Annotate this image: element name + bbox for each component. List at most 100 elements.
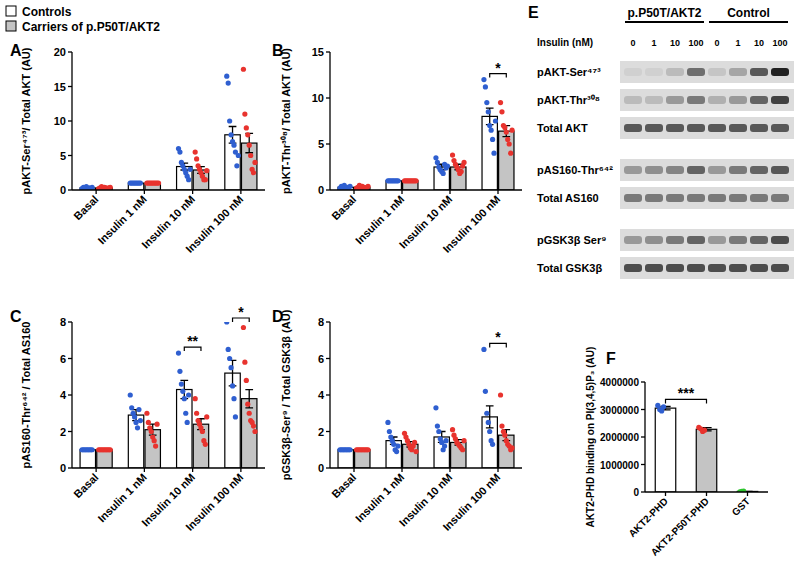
blot-band (729, 124, 747, 132)
data-point (248, 153, 253, 158)
y-tick-label: 2 (318, 426, 324, 438)
error-bar (229, 360, 237, 386)
x-tick-label: Basal (71, 471, 100, 500)
error-bar (486, 406, 494, 428)
blot-band (666, 194, 684, 202)
blot-band (708, 166, 726, 174)
data-point (445, 163, 450, 168)
data-point (459, 169, 464, 174)
x-tick-label: AKT2-PHD (626, 496, 670, 540)
significance-label: * (495, 329, 501, 345)
data-point (413, 178, 418, 183)
data-point (486, 109, 491, 114)
data-point (200, 429, 205, 434)
y-tick (68, 155, 72, 156)
data-point (505, 137, 510, 142)
x-tick (449, 468, 450, 472)
x-tick-label: Insulin 100 nM (183, 471, 245, 533)
row-label: pAKT-Thr³⁰⁸ (537, 94, 600, 106)
y-tick-label: 0 (60, 462, 66, 474)
lane-label: 100 (772, 38, 787, 48)
blot-band (750, 264, 768, 272)
y-axis-label: pGSK3β-Ser⁹ / Total GSK3β (AU) (280, 309, 292, 480)
chart-panel: DpGSK3β-Ser⁹ / Total GSK3β (AU)02468Basa… (272, 308, 522, 533)
data-point (224, 74, 229, 79)
y-tick-label: 15 (312, 46, 324, 58)
blot-band (708, 194, 726, 202)
row-label: Total GSK3β (537, 262, 602, 274)
data-point (128, 392, 133, 397)
data-point (177, 149, 182, 154)
y-tick (641, 464, 645, 465)
blot-band (771, 236, 789, 244)
error-bar (486, 108, 494, 125)
blot-band (729, 96, 747, 104)
y-tick (326, 467, 330, 468)
data-point (498, 392, 503, 397)
data-point (227, 118, 232, 123)
legend-swatch (6, 6, 16, 16)
data-point (108, 447, 113, 452)
y-tick-label: 20 (54, 46, 66, 58)
data-point (144, 411, 149, 416)
legend-swatch (6, 21, 16, 31)
bar (225, 373, 240, 468)
blot-band (771, 96, 789, 104)
blot-strip (620, 187, 794, 209)
data-point (236, 153, 241, 158)
y-tick-label: 8 (318, 316, 324, 328)
blot-band (729, 68, 747, 76)
blot-band (666, 236, 684, 244)
y-tick (326, 143, 330, 144)
data-point (226, 347, 231, 352)
data-point (183, 411, 188, 416)
data-point (490, 442, 495, 447)
bar (696, 429, 717, 492)
row-label: pAKT-Ser⁴⁷³ (537, 66, 601, 78)
data-point (230, 383, 235, 388)
x-tick (449, 190, 450, 194)
data-point (149, 429, 154, 434)
data-point (108, 185, 113, 190)
y-tick (326, 358, 330, 359)
data-point (395, 178, 400, 183)
lane-label: 10 (670, 38, 680, 48)
data-point (186, 177, 191, 182)
significance-label: * (495, 60, 501, 76)
bar (241, 399, 256, 468)
data-point (441, 171, 446, 176)
data-point (450, 427, 455, 432)
blot-band (750, 194, 768, 202)
bar (403, 444, 418, 468)
data-point (132, 414, 137, 419)
data-point (228, 365, 233, 370)
x-tick (192, 190, 193, 194)
data-point (433, 405, 438, 410)
blot-band (771, 166, 789, 174)
data-point (242, 360, 247, 365)
y-tick-label: 0 (318, 184, 324, 196)
x-tick (240, 468, 241, 472)
data-point (460, 447, 465, 452)
data-point (394, 449, 399, 454)
blot-band (729, 194, 747, 202)
data-point (484, 411, 489, 416)
blot-band (624, 194, 642, 202)
y-tick (326, 394, 330, 395)
data-point (244, 378, 249, 383)
x-tick (401, 190, 402, 194)
x-tick (144, 468, 145, 472)
chart-panel: ApAKT-Ser⁴⁷³/ Total AKT (AU)05101520Basa… (10, 42, 265, 255)
y-tick (68, 189, 72, 190)
blot-band (750, 166, 768, 174)
data-point (443, 438, 448, 443)
y-tick-label: 0 (633, 487, 639, 498)
blot-band (729, 236, 747, 244)
x-tick-label: Insulin 1 nM (353, 471, 406, 524)
x-tick-label: Basal (329, 193, 358, 222)
y-tick (326, 189, 330, 190)
data-point (203, 177, 208, 182)
lane-label: 10 (754, 38, 764, 48)
data-point (228, 132, 233, 137)
data-point (241, 67, 246, 72)
